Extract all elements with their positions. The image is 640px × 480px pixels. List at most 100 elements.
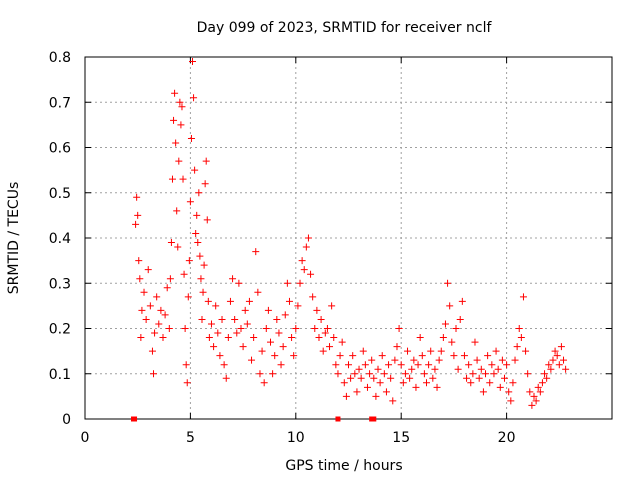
data-point <box>368 356 376 364</box>
data-point <box>258 347 266 355</box>
x-tick-label: 15 <box>392 430 410 446</box>
data-point <box>422 379 430 387</box>
data-point <box>393 343 401 351</box>
data-point <box>545 361 553 369</box>
data-point <box>182 361 190 369</box>
data-point <box>157 306 165 314</box>
data-point <box>224 334 232 342</box>
data-point <box>503 361 511 369</box>
data-point <box>264 306 272 314</box>
x-axis-label: GPS time / hours <box>285 458 402 474</box>
data-point <box>195 189 203 197</box>
data-point <box>171 89 179 97</box>
data-point <box>477 365 485 373</box>
data-point <box>304 234 312 242</box>
data-point <box>532 397 540 405</box>
data-point <box>355 365 363 373</box>
data-point <box>199 288 207 296</box>
y-tick-label: 0 <box>62 412 71 428</box>
data-point <box>519 293 527 301</box>
data-point <box>298 257 306 265</box>
data-point <box>202 157 210 165</box>
data-point <box>153 293 161 301</box>
data-point <box>269 370 277 378</box>
data-point <box>179 175 187 183</box>
data-point <box>189 58 197 66</box>
data-point <box>256 370 264 378</box>
data-point <box>184 293 192 301</box>
data-point <box>254 288 262 296</box>
data-point <box>547 365 555 373</box>
data-point <box>319 347 327 355</box>
data-point <box>216 352 224 360</box>
y-axis-label: SRMTID / TECUs <box>6 182 22 295</box>
data-point <box>334 370 342 378</box>
data-point <box>517 334 525 342</box>
data-point <box>198 315 206 323</box>
data-point <box>300 266 308 274</box>
data-point <box>335 416 341 422</box>
data-point <box>222 374 230 382</box>
data-point <box>161 311 169 319</box>
data-point <box>496 383 504 391</box>
data-point <box>456 315 464 323</box>
data-point <box>560 356 568 364</box>
data-point <box>490 370 498 378</box>
data-point <box>330 334 338 342</box>
data-point <box>446 302 454 310</box>
data-point <box>328 302 336 310</box>
x-grid-lines <box>189 57 508 419</box>
data-point <box>435 356 443 364</box>
data-point <box>528 401 536 409</box>
data-point <box>391 356 399 364</box>
data-point <box>163 284 171 292</box>
data-point <box>418 352 426 360</box>
data-point <box>427 347 435 355</box>
data-point <box>378 352 386 360</box>
data-point <box>296 279 304 287</box>
y-tick-label: 0.6 <box>49 141 71 157</box>
data-point <box>439 334 447 342</box>
data-point <box>412 383 420 391</box>
data-point <box>414 361 422 369</box>
data-point <box>277 361 285 369</box>
data-point <box>471 338 479 346</box>
data-point <box>347 374 355 382</box>
data-point <box>150 370 158 378</box>
data-point <box>178 103 186 111</box>
data-point <box>321 329 329 337</box>
data-point <box>371 416 377 422</box>
data-point <box>382 388 390 396</box>
data-point <box>239 343 247 351</box>
data-point <box>460 352 468 360</box>
data-point <box>458 297 466 305</box>
data-point <box>380 370 388 378</box>
data-point <box>273 315 281 323</box>
data-point <box>181 325 189 332</box>
chart-title: Day 099 of 2023, SRMTID for receiver ncl… <box>197 20 493 36</box>
data-point <box>342 392 350 400</box>
data-point <box>326 343 334 351</box>
data-point <box>408 365 416 373</box>
data-point <box>137 334 145 342</box>
data-point <box>469 370 477 378</box>
x-tick-label: 20 <box>498 430 516 446</box>
data-point <box>562 365 570 373</box>
data-point <box>191 166 199 174</box>
data-point <box>323 325 331 332</box>
data-point <box>132 220 140 228</box>
data-point <box>467 379 475 387</box>
data-point <box>140 288 148 296</box>
data-point <box>541 370 549 378</box>
data-point <box>226 297 234 305</box>
data-point <box>243 320 251 328</box>
data-point <box>271 352 279 360</box>
y-tick-label: 0.2 <box>49 322 71 338</box>
data-point <box>553 352 561 360</box>
data-point <box>387 374 395 382</box>
y-tick-label: 0.4 <box>49 231 71 247</box>
data-point <box>530 392 538 400</box>
data-point <box>317 315 325 323</box>
data-point <box>431 365 439 373</box>
data-point <box>283 279 291 287</box>
